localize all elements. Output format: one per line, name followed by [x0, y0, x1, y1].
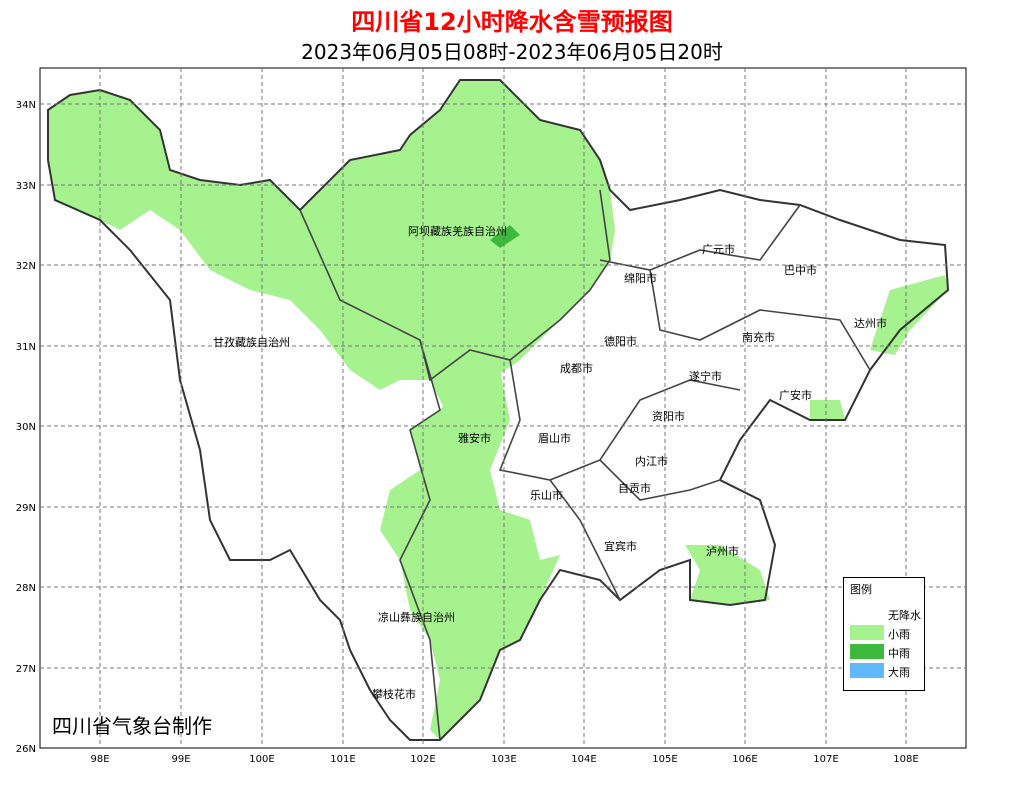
legend-title: 图例 — [850, 583, 872, 596]
lon-tick: 99E — [171, 754, 190, 765]
prefecture-borders — [299, 189, 871, 741]
province-border — [47, 79, 950, 741]
legend-label: 小雨 — [888, 628, 910, 641]
legend-item: 小雨 — [850, 625, 924, 641]
legend-item: 大雨 — [850, 663, 924, 679]
region-label: 雅安市 — [458, 431, 491, 445]
legend-item: 无降水 — [850, 606, 924, 622]
legend-label: 中雨 — [888, 647, 910, 660]
region-label: 达州市 — [854, 316, 887, 330]
moderate-rain-area — [490, 225, 520, 248]
lon-tick: 103E — [491, 754, 516, 765]
map-title: 四川省12小时降水含雪预报图 — [351, 8, 673, 36]
legend: 图例 无降水 小雨 中雨 大雨 — [843, 577, 925, 691]
region-label: 攀枝花市 — [372, 687, 416, 701]
lon-tick: 102E — [410, 754, 435, 765]
region-label: 广安市 — [779, 388, 812, 402]
legend-item: 中雨 — [850, 644, 924, 660]
lat-tick: 27N — [16, 664, 36, 675]
legend-swatch — [850, 625, 884, 640]
region-label: 乐山市 — [530, 488, 563, 502]
region-label: 甘孜藏族自治州 — [213, 335, 290, 349]
light-rain-area — [48, 80, 948, 740]
lat-tick: 29N — [16, 503, 36, 514]
lon-tick: 107E — [813, 754, 838, 765]
credit-text: 四川省气象台制作 — [52, 714, 212, 738]
lat-tick: 26N — [16, 744, 36, 755]
graticule — [40, 68, 966, 748]
lat-tick: 30N — [16, 422, 36, 433]
region-label: 德阳市 — [604, 334, 637, 348]
legend-label: 大雨 — [888, 666, 910, 679]
region-label: 成都市 — [560, 361, 593, 375]
region-label: 宜宾市 — [604, 539, 637, 553]
lon-tick: 104E — [571, 754, 596, 765]
lat-tick: 33N — [16, 181, 36, 192]
region-label: 泸州市 — [706, 544, 739, 558]
legend-swatch — [850, 663, 884, 678]
legend-label: 无降水 — [888, 609, 921, 622]
region-label: 资阳市 — [652, 409, 685, 423]
lat-tick: 28N — [16, 583, 36, 594]
region-label: 遂宁市 — [689, 369, 722, 383]
lon-tick: 100E — [249, 754, 274, 765]
lat-tick: 31N — [16, 342, 36, 353]
region-label: 巴中市 — [784, 263, 817, 277]
lon-tick: 105E — [652, 754, 677, 765]
lon-tick: 101E — [330, 754, 355, 765]
lon-tick: 98E — [90, 754, 109, 765]
region-label: 眉山市 — [538, 431, 571, 445]
region-label: 内江市 — [635, 454, 668, 468]
lon-tick: 106E — [732, 754, 757, 765]
region-label: 广元市 — [702, 242, 735, 256]
lat-tick: 34N — [16, 100, 36, 111]
region-label: 阿坝藏族羌族自治州 — [408, 224, 507, 238]
legend-swatch — [850, 644, 884, 659]
map-subtitle: 2023年06月05日08时-2023年06月05日20时 — [301, 40, 723, 64]
region-label: 南充市 — [742, 330, 775, 344]
lon-tick: 108E — [893, 754, 918, 765]
lat-tick: 32N — [16, 261, 36, 272]
region-label: 自贡市 — [618, 481, 651, 495]
legend-swatch — [850, 606, 884, 621]
region-label: 绵阳市 — [624, 271, 657, 285]
region-label: 凉山彝族自治州 — [378, 610, 455, 624]
